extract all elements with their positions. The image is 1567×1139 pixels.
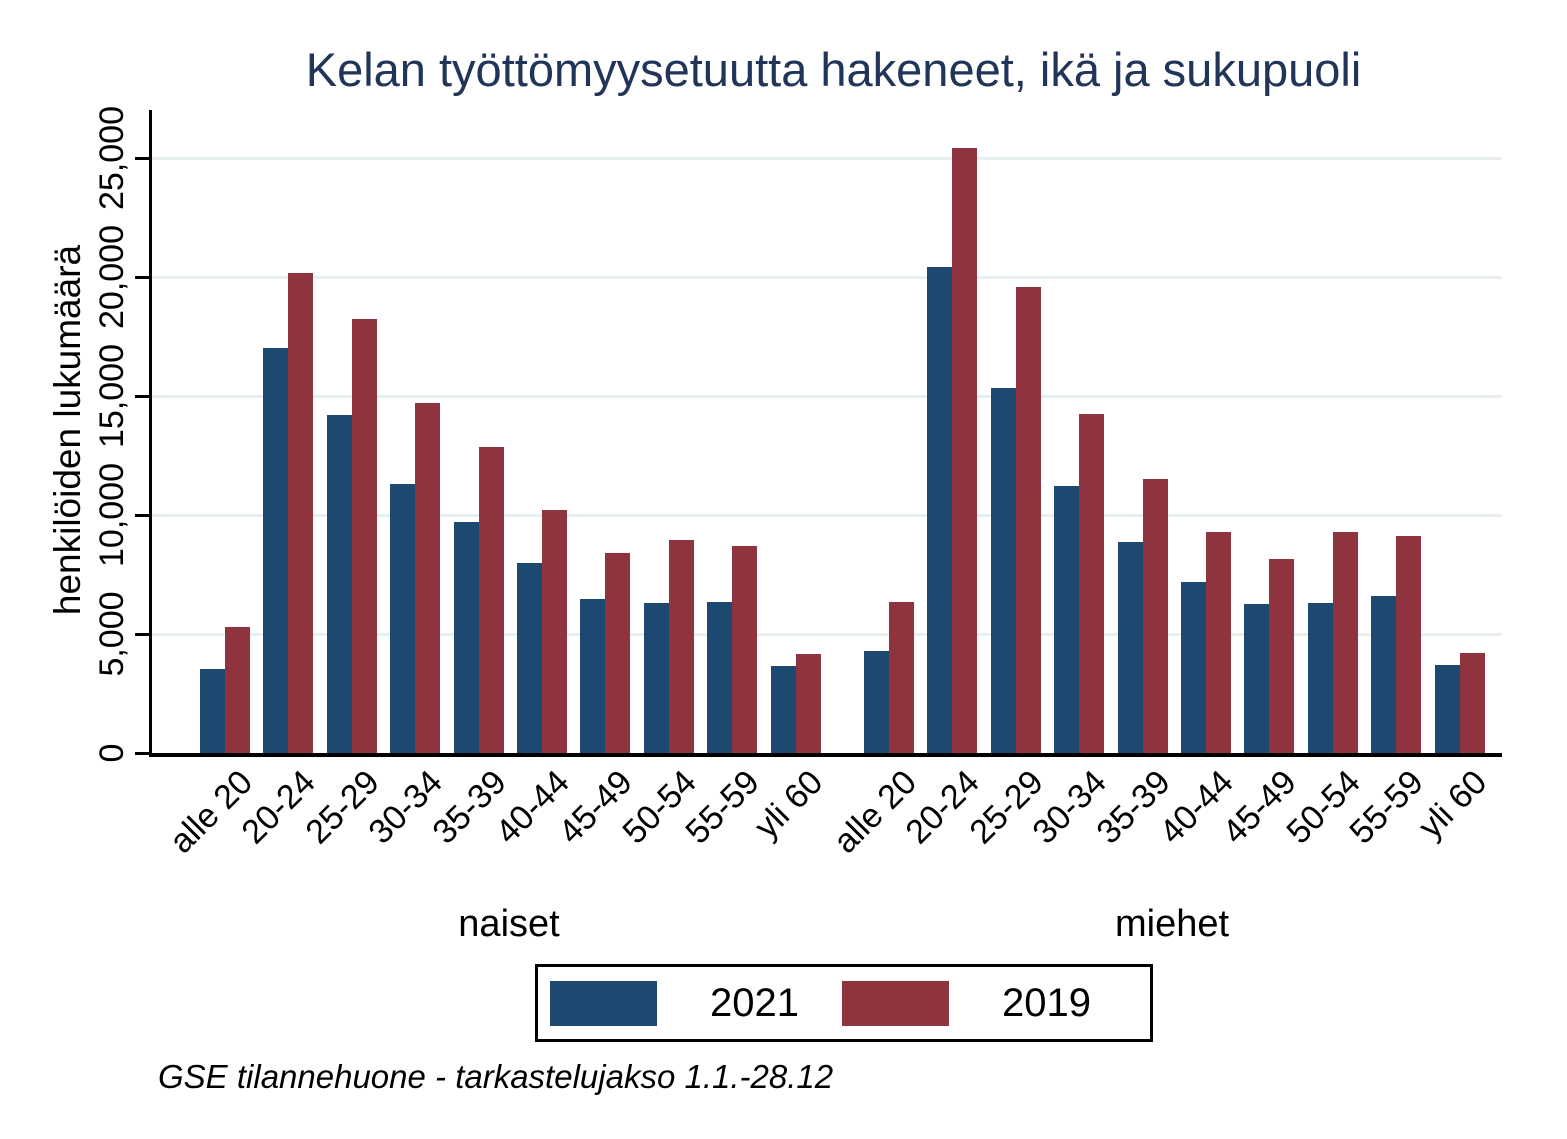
bar-miehet-30-34-2019 bbox=[1079, 414, 1105, 753]
y-tick-label: 20,000 bbox=[93, 225, 131, 329]
bar-naiset-25-29-2021 bbox=[326, 415, 352, 753]
bar-naiset-55-59-2019 bbox=[732, 546, 758, 753]
y-tick bbox=[135, 156, 149, 160]
y-tick bbox=[135, 275, 149, 279]
legend-swatch-2021 bbox=[550, 980, 657, 1026]
bar-miehet-25-29-2019 bbox=[1015, 287, 1041, 753]
x-tick-label: 45-49 bbox=[551, 763, 641, 852]
bar-miehet-20-24-2021 bbox=[927, 267, 953, 753]
bar-miehet-30-34-2021 bbox=[1054, 486, 1080, 753]
bar-miehet-55-59-2019 bbox=[1396, 536, 1422, 753]
bar-naiset-45-49-2021 bbox=[580, 599, 606, 753]
gridline bbox=[152, 633, 1502, 636]
group-label-miehet: miehet bbox=[1114, 903, 1230, 945]
x-tick-label: 35-39 bbox=[1089, 763, 1178, 852]
x-tick-label: 25-29 bbox=[298, 763, 387, 852]
x-tick-label: 25-29 bbox=[962, 763, 1051, 852]
bar-miehet-45-49-2021 bbox=[1244, 604, 1270, 753]
bar-naiset-40-44-2019 bbox=[542, 510, 567, 753]
bar-naiset-20-24-2021 bbox=[263, 348, 289, 753]
bar-naiset-yli 60-2021 bbox=[770, 666, 796, 753]
bar-naiset-alle 20-2021 bbox=[200, 669, 225, 753]
bar-naiset-20-24-2019 bbox=[288, 273, 314, 753]
x-tick-label: 35-39 bbox=[425, 763, 514, 852]
bar-miehet-35-39-2021 bbox=[1117, 542, 1143, 753]
bar-naiset-30-34-2021 bbox=[390, 484, 416, 753]
x-tick-label: yli 60 bbox=[747, 763, 831, 846]
y-tick bbox=[135, 513, 149, 517]
gridline bbox=[152, 395, 1502, 398]
x-tick-label: 40-44 bbox=[488, 763, 577, 852]
bar-naiset-yli 60-2019 bbox=[795, 654, 821, 753]
legend-swatch-2019 bbox=[841, 980, 949, 1026]
gridline bbox=[152, 157, 1502, 160]
bar-miehet-yli 60-2021 bbox=[1434, 665, 1460, 753]
bar-miehet-alle 20-2021 bbox=[864, 651, 889, 753]
footer-note: GSE tilannehuone - tarkastelujakso 1.1.-… bbox=[158, 1058, 834, 1095]
x-tick-label: 55-59 bbox=[678, 763, 768, 852]
chart-title: Kelan työttömyysetuutta hakeneet, ikä ja… bbox=[305, 43, 1362, 96]
legend-label-2021: 2021 bbox=[710, 980, 799, 1025]
y-axis-line bbox=[149, 110, 152, 757]
x-tick-label: 30-34 bbox=[1025, 763, 1115, 852]
gridline bbox=[152, 276, 1502, 279]
x-tick-label: yli 60 bbox=[1411, 763, 1495, 846]
x-tick-label: 20-24 bbox=[234, 763, 324, 852]
legend: 2021 2019 bbox=[535, 964, 1153, 1042]
x-axis-line bbox=[149, 753, 1502, 757]
bar-miehet-yli 60-2019 bbox=[1459, 653, 1485, 753]
bar-naiset-35-39-2019 bbox=[478, 447, 504, 753]
bar-miehet-50-54-2021 bbox=[1307, 603, 1333, 753]
bar-miehet-35-39-2019 bbox=[1142, 479, 1168, 753]
bar-naiset-25-29-2019 bbox=[351, 319, 377, 753]
bar-miehet-55-59-2021 bbox=[1371, 596, 1397, 753]
bar-naiset-50-54-2021 bbox=[643, 603, 669, 753]
x-tick-label: 45-49 bbox=[1215, 763, 1305, 852]
x-tick-label: 55-59 bbox=[1342, 763, 1432, 852]
bar-miehet-45-49-2019 bbox=[1269, 559, 1295, 753]
x-tick-label: 50-54 bbox=[615, 763, 704, 852]
plot-area: henkilöiden lukumäärä 0 5,000 10,000 15,000… bbox=[47, 106, 1502, 861]
bar-miehet-25-29-2021 bbox=[990, 388, 1016, 753]
x-tick-label: 20-24 bbox=[898, 763, 988, 852]
bar-miehet-20-24-2019 bbox=[952, 148, 978, 753]
x-tick-label: 40-44 bbox=[1152, 763, 1241, 852]
bar-miehet-50-54-2019 bbox=[1332, 532, 1358, 753]
bar-naiset-40-44-2021 bbox=[517, 563, 542, 753]
gridline bbox=[152, 514, 1502, 517]
y-tick-label: 10,000 bbox=[93, 463, 131, 567]
y-tick-label: 15,000 bbox=[93, 344, 131, 448]
bar-naiset-55-59-2021 bbox=[707, 602, 733, 753]
bar-naiset-35-39-2021 bbox=[453, 522, 479, 753]
y-tick-label: 5,000 bbox=[93, 591, 131, 677]
y-tick-label: 0 bbox=[93, 743, 131, 763]
bar-naiset-30-34-2019 bbox=[415, 403, 441, 753]
bar-naiset-50-54-2019 bbox=[668, 540, 694, 753]
y-tick bbox=[135, 751, 149, 755]
x-tick-label: 50-54 bbox=[1279, 763, 1368, 852]
bar-naiset-45-49-2019 bbox=[605, 553, 631, 753]
bar-miehet-40-44-2021 bbox=[1181, 582, 1206, 753]
x-tick-label: 30-34 bbox=[361, 763, 451, 852]
group-label-naiset: naiset bbox=[458, 903, 560, 945]
bar-miehet-alle 20-2019 bbox=[889, 602, 914, 753]
y-axis-title: henkilöiden lukumäärä bbox=[47, 244, 88, 616]
y-tick bbox=[135, 632, 149, 636]
bar-naiset-alle 20-2019 bbox=[225, 627, 250, 753]
y-tick bbox=[135, 394, 149, 398]
legend-label-2019: 2019 bbox=[1001, 980, 1091, 1025]
y-tick-label: 25,000 bbox=[93, 106, 131, 210]
bar-miehet-40-44-2019 bbox=[1206, 532, 1231, 753]
